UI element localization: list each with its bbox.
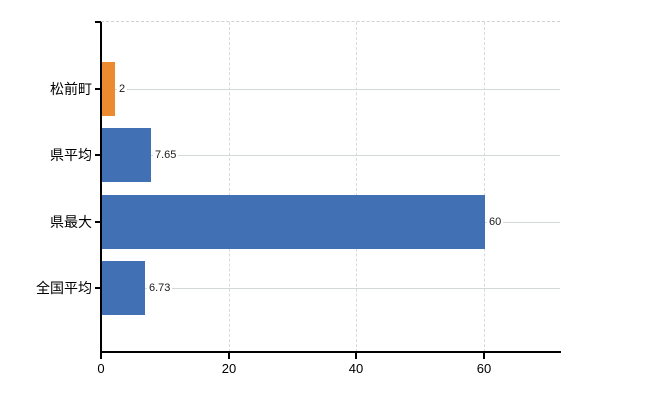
category-label: 全国平均 bbox=[36, 280, 92, 296]
y-axis-line bbox=[100, 22, 102, 352]
x-axis-tick bbox=[100, 353, 102, 359]
gridline-vertical bbox=[356, 22, 357, 352]
gridline-horizontal bbox=[101, 288, 560, 289]
x-axis-line bbox=[100, 351, 561, 353]
y-axis-tick bbox=[95, 154, 101, 156]
x-tick-label: 60 bbox=[476, 361, 492, 376]
x-tick-label: 0 bbox=[97, 361, 105, 376]
category-label: 松前町 bbox=[50, 81, 92, 97]
gridline-vertical bbox=[484, 22, 485, 352]
bar bbox=[102, 261, 145, 315]
x-axis-tick bbox=[355, 353, 357, 359]
bar-value-label: 7.65 bbox=[153, 148, 179, 162]
bar-value-label: 2 bbox=[117, 82, 128, 96]
x-axis-tick bbox=[228, 353, 230, 359]
gridline-horizontal bbox=[101, 155, 560, 156]
y-axis-tick bbox=[95, 88, 101, 90]
bar-value-label: 6.73 bbox=[147, 281, 173, 295]
x-tick-label: 40 bbox=[348, 361, 364, 376]
bar bbox=[102, 128, 151, 182]
x-axis-tick bbox=[483, 353, 485, 359]
y-axis-tick bbox=[95, 287, 101, 289]
y-axis-tick bbox=[95, 221, 101, 223]
bar bbox=[102, 62, 115, 116]
y-axis-tick bbox=[95, 21, 101, 23]
gridline-top bbox=[101, 21, 560, 22]
category-label: 県平均 bbox=[50, 147, 92, 163]
x-tick-label: 20 bbox=[221, 361, 237, 376]
bar-value-label: 60 bbox=[487, 215, 504, 229]
gridline-horizontal bbox=[101, 89, 560, 90]
bar bbox=[102, 195, 485, 249]
category-label: 県最大 bbox=[50, 214, 92, 230]
gridline-vertical bbox=[229, 22, 230, 352]
